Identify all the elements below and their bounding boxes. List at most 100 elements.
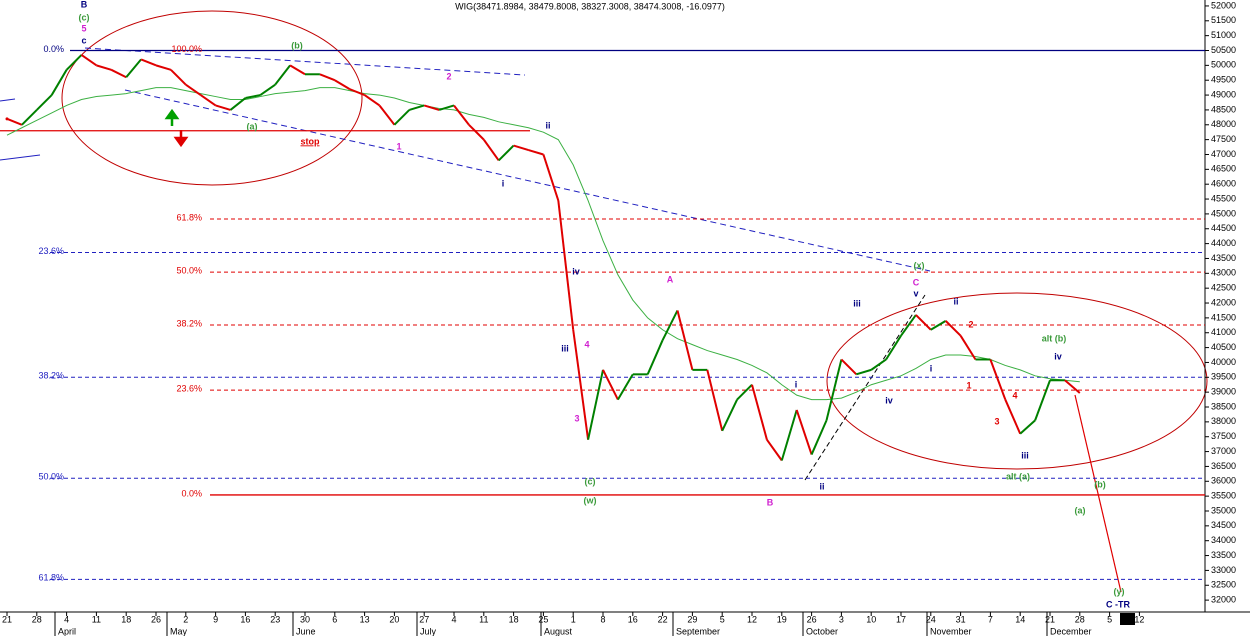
price-segment [885,335,902,361]
x-tick-label: 26 [807,614,817,624]
price-segment [572,329,590,440]
y-tick-label: 49500 [1211,75,1236,85]
x-tick-label: 6 [332,614,337,624]
y-tick-label: 32000 [1211,594,1236,604]
y-tick-label: 46000 [1211,179,1236,189]
month-label: April [58,626,76,636]
price-segment [6,117,23,126]
wave-label: (c) [585,476,596,486]
price-segment [661,310,679,341]
y-tick-label: 32500 [1211,580,1236,590]
x-tick-label: 12 [1134,614,1144,624]
x-tick-label: 21 [1045,614,1055,624]
x-tick-label: 18 [509,614,519,624]
x-tick-label: 22 [658,614,668,624]
x-tick-label: 31 [956,614,966,624]
price-segment [453,104,470,126]
x-tick-label: 5 [720,614,725,624]
price-segment [751,384,768,440]
x-tick-label: 16 [240,614,250,624]
price-segment [36,94,53,111]
x-tick-label: 13 [360,614,370,624]
price-segment [825,359,843,421]
price-segment [215,104,231,111]
wave-label: (y) [1114,586,1125,596]
y-tick-label: 47000 [1211,149,1236,159]
price-segment [65,54,83,71]
price-segment [245,94,261,100]
y-tick-label: 51500 [1211,15,1236,25]
price-segment [856,368,872,376]
wave-label: 1 [396,141,401,151]
trend-line [804,294,926,481]
wave-label: i [795,379,798,389]
wave-label: 3 [994,416,999,426]
price-segment [96,64,112,71]
price-segment [125,58,142,78]
level-label: 50.0% [38,472,64,482]
wave-label: (c) [79,12,90,22]
wave-label: iv [885,395,893,405]
x-tick-label: 11 [479,614,488,624]
x-tick-label: 18 [121,614,131,624]
price-segment [229,97,247,111]
y-tick-label: 49000 [1211,89,1236,99]
price-segment [736,384,753,401]
wave-label: i [502,178,505,188]
arrow-up [164,108,180,126]
y-tick-label: 48500 [1211,104,1236,114]
arrow-down [173,130,189,148]
month-label: December [1050,626,1092,636]
moving-average [6,87,1080,401]
month-label: November [930,626,972,636]
x-tick-label: 10 [866,614,876,624]
y-tick-label: 39500 [1211,372,1236,382]
wave-label: (b) [1094,479,1106,489]
price-segment [80,54,97,67]
wave-label: alt (a) [1006,471,1030,481]
trend-line [0,154,41,161]
price-segment [378,104,396,126]
price-segment [513,144,529,151]
y-tick-label: 42000 [1211,297,1236,307]
price-segment [274,64,291,86]
wave-label: (x) [914,260,925,270]
price-segment [1019,419,1036,435]
price-segment [319,73,336,82]
price-segment [900,314,917,337]
y-tick-label: 41500 [1211,312,1236,322]
y-tick-label: 50500 [1211,45,1236,55]
ellipse [61,10,363,186]
price-segment [721,399,739,432]
level-label: 38.2% [38,371,64,381]
y-tick-label: 34000 [1211,535,1236,545]
y-tick-label: 37500 [1211,431,1236,441]
price-segment [497,144,515,162]
price-segment [706,369,724,432]
price-segment [364,94,381,107]
x-tick-label: 21 [2,614,12,624]
wave-label: iv [572,266,580,276]
x-tick-label: 20 [389,614,399,624]
wave-label: 4 [1012,390,1017,400]
wave-label: ii [545,120,550,130]
price-segment [50,69,68,96]
month-label: May [170,626,188,636]
wave-label: stop [301,136,321,146]
wave-label: v [913,288,918,298]
price-segment [587,369,604,440]
price-segment [289,64,306,76]
month-label: August [544,626,573,636]
price-segment [542,154,560,201]
x-tick-label: 7 [988,614,993,624]
trend-line [124,89,931,272]
x-tick-label: 28 [32,614,42,624]
x-tick-label: 14 [1015,614,1025,624]
wave-label: alt (b) [1042,333,1067,343]
y-tick-label: 40000 [1211,357,1236,367]
y-tick-label: 50000 [1211,60,1236,70]
month-label: June [296,626,316,636]
